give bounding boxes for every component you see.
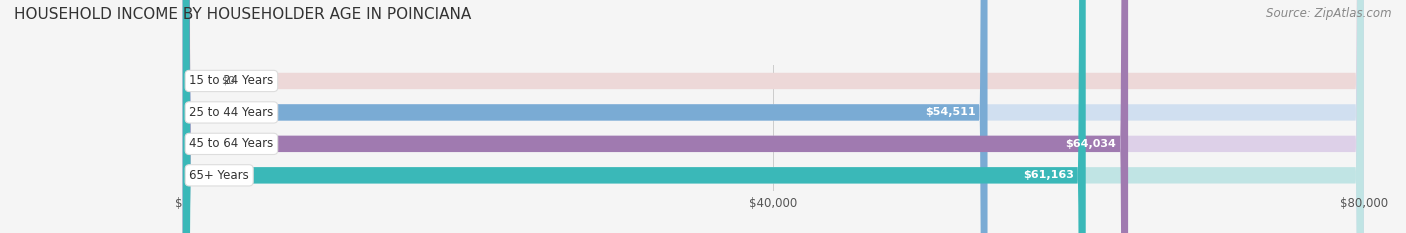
Text: $64,034: $64,034 (1066, 139, 1116, 149)
Text: Source: ZipAtlas.com: Source: ZipAtlas.com (1267, 7, 1392, 20)
FancyBboxPatch shape (183, 0, 987, 233)
Text: 25 to 44 Years: 25 to 44 Years (190, 106, 274, 119)
Text: $54,511: $54,511 (925, 107, 976, 117)
FancyBboxPatch shape (183, 0, 1085, 233)
FancyBboxPatch shape (183, 0, 1364, 233)
Text: 45 to 64 Years: 45 to 64 Years (190, 137, 274, 150)
Text: 15 to 24 Years: 15 to 24 Years (190, 75, 274, 87)
FancyBboxPatch shape (183, 0, 1128, 233)
Text: 65+ Years: 65+ Years (190, 169, 249, 182)
Text: $61,163: $61,163 (1024, 170, 1074, 180)
Text: $0: $0 (221, 76, 235, 86)
FancyBboxPatch shape (183, 0, 1364, 233)
FancyBboxPatch shape (183, 0, 1364, 233)
FancyBboxPatch shape (183, 0, 1364, 233)
Text: HOUSEHOLD INCOME BY HOUSEHOLDER AGE IN POINCIANA: HOUSEHOLD INCOME BY HOUSEHOLDER AGE IN P… (14, 7, 471, 22)
